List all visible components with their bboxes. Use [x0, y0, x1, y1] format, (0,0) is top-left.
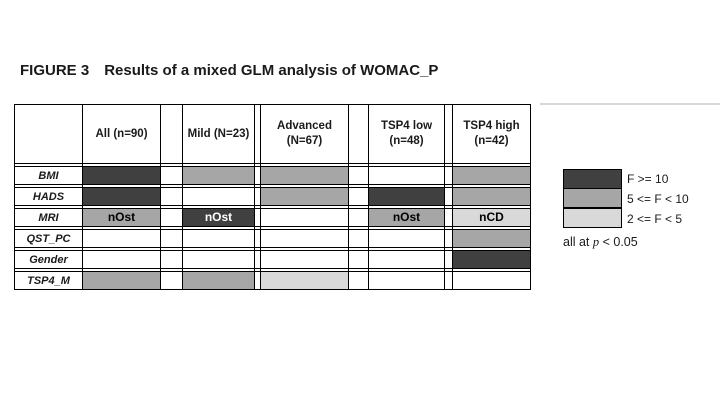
table-cell: nOst	[82, 208, 161, 227]
table-cell	[260, 271, 349, 290]
table-cell	[368, 166, 445, 185]
table-cell	[368, 187, 445, 206]
horizontal-rule	[540, 103, 720, 105]
table-cell	[82, 250, 161, 269]
table-row-qst-pc: QST_PC	[14, 229, 531, 248]
column-spacer	[160, 229, 183, 248]
table-cell	[182, 229, 255, 248]
column-spacer	[348, 229, 369, 248]
column-spacer	[348, 250, 369, 269]
column-spacer	[444, 187, 453, 206]
legend-note-prefix: all at	[563, 235, 593, 249]
column-spacer	[444, 229, 453, 248]
table-cell	[182, 271, 255, 290]
row-label-tsp4-m: TSP4_M	[14, 271, 83, 290]
table-cell	[260, 187, 349, 206]
table-row-bmi: BMI	[14, 166, 531, 185]
legend: F >= 10 5 <= F < 10 2 <= F < 5 all at p …	[563, 169, 689, 250]
glm-results-table: All (n=90) Mild (N=23) Advanced (N=67) T…	[14, 104, 531, 290]
table-cell	[452, 187, 531, 206]
legend-swatch-dark	[563, 169, 622, 189]
row-label-bmi: BMI	[14, 166, 83, 185]
column-spacer	[348, 271, 369, 290]
table-cell	[260, 166, 349, 185]
legend-label: 5 <= F < 10	[627, 192, 689, 206]
column-header-all: All (n=90)	[82, 104, 161, 164]
column-header-tsp4-high: TSP4 high (n=42)	[452, 104, 531, 164]
table-cell	[182, 187, 255, 206]
column-spacer	[348, 104, 369, 164]
row-label-gender: Gender	[14, 250, 83, 269]
table-cell	[260, 250, 349, 269]
table-cell: nOst	[182, 208, 255, 227]
column-header-mild: Mild (N=23)	[182, 104, 255, 164]
column-spacer	[348, 166, 369, 185]
table-cell	[452, 271, 531, 290]
table-row-gender: Gender	[14, 250, 531, 269]
legend-item: 2 <= F < 5	[563, 208, 689, 229]
table-cell	[82, 271, 161, 290]
column-spacer	[444, 250, 453, 269]
row-gap	[14, 226, 531, 230]
column-spacer	[160, 271, 183, 290]
column-spacer	[444, 104, 453, 164]
legend-item: F >= 10	[563, 169, 689, 189]
table-cell	[452, 229, 531, 248]
row-label-hads: HADS	[14, 187, 83, 206]
corner-cell	[14, 104, 83, 164]
row-gap	[14, 184, 531, 188]
table-row-tsp4-m: TSP4_M	[14, 271, 531, 290]
column-spacer	[160, 208, 183, 227]
header-row: All (n=90) Mild (N=23) Advanced (N=67) T…	[14, 104, 531, 164]
row-label-mri: MRI	[14, 208, 83, 227]
table-row-hads: HADS	[14, 187, 531, 206]
legend-swatch-medium	[563, 188, 622, 209]
table-cell	[452, 166, 531, 185]
table-cell: nOst	[368, 208, 445, 227]
legend-note: all at p < 0.05	[563, 235, 689, 250]
table-cell	[182, 250, 255, 269]
legend-note-symbol: p	[592, 235, 600, 249]
figure-title-text: Results of a mixed GLM analysis of WOMAC…	[104, 62, 439, 79]
table-row-mri: MRI nOst nOst nOst nCD	[14, 208, 531, 227]
legend-swatch-light	[563, 208, 622, 229]
column-spacer	[160, 104, 183, 164]
table-cell	[260, 229, 349, 248]
column-header-tsp4-low: TSP4 low (n=48)	[368, 104, 445, 164]
figure-caption: FIGURE 3 Results of a mixed GLM analysis …	[20, 62, 438, 79]
row-label-qst-pc: QST_PC	[14, 229, 83, 248]
table-cell	[82, 166, 161, 185]
legend-label: F >= 10	[627, 172, 669, 186]
column-spacer	[444, 166, 453, 185]
legend-label: 2 <= F < 5	[627, 212, 683, 226]
column-spacer	[160, 250, 183, 269]
table-cell	[82, 229, 161, 248]
table-cell	[182, 166, 255, 185]
table-cell	[368, 250, 445, 269]
table-cell	[368, 229, 445, 248]
column-spacer	[444, 208, 453, 227]
column-spacer	[444, 271, 453, 290]
table-cell	[452, 250, 531, 269]
column-spacer	[348, 187, 369, 206]
legend-note-suffix: < 0.05	[599, 235, 638, 249]
table-cell: nCD	[452, 208, 531, 227]
column-spacer	[160, 166, 183, 185]
column-spacer	[160, 187, 183, 206]
figure-number: FIGURE 3	[20, 62, 90, 79]
column-header-advanced: Advanced (N=67)	[260, 104, 349, 164]
table-cell	[82, 187, 161, 206]
column-spacer	[348, 208, 369, 227]
table-cell	[368, 271, 445, 290]
legend-item: 5 <= F < 10	[563, 188, 689, 209]
table-cell	[260, 208, 349, 227]
